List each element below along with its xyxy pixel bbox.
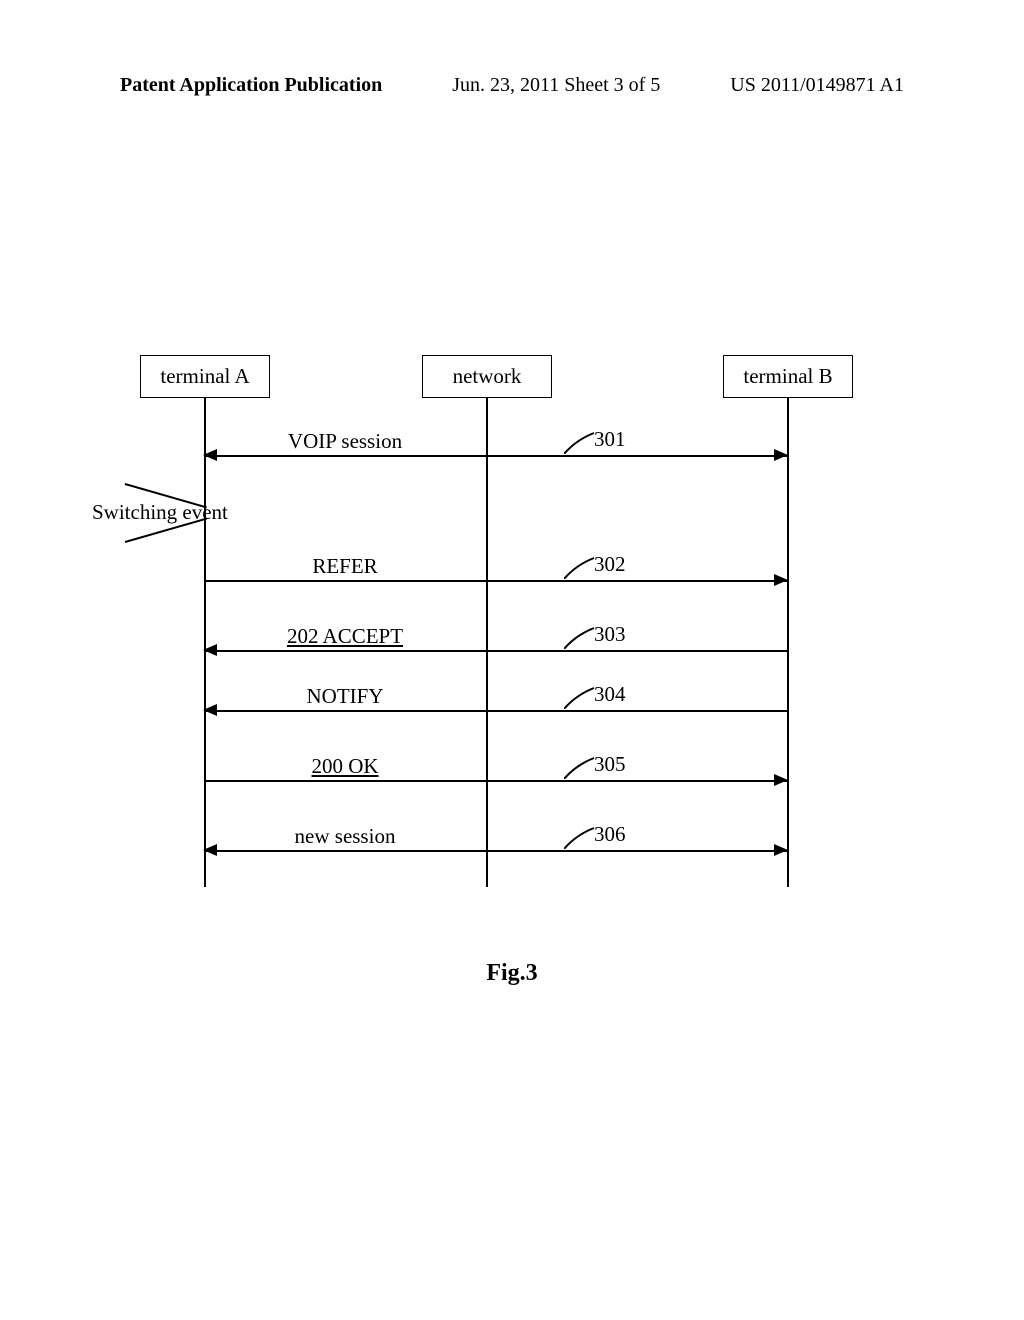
message-label-302: REFER xyxy=(204,554,486,579)
message-303: 202 ACCEPT303 xyxy=(204,650,787,652)
ref-leader-305 xyxy=(564,757,599,779)
message-305: 200 OK305 xyxy=(204,780,787,782)
page-header: Patent Application Publication Jun. 23, … xyxy=(0,74,1024,97)
ref-leader-301 xyxy=(564,432,599,454)
ref-leader-302 xyxy=(564,557,599,579)
lifeline-network xyxy=(486,397,488,887)
message-label-304: NOTIFY xyxy=(204,684,486,709)
message-label-305: 200 OK xyxy=(204,754,486,779)
message-302: REFER302 xyxy=(204,580,787,582)
arrow-right-icon xyxy=(774,449,788,461)
header-right: US 2011/0149871 A1 xyxy=(730,74,904,97)
entity-net-label: network xyxy=(453,364,522,388)
arrow-right-icon xyxy=(774,844,788,856)
entity-network: network xyxy=(422,355,552,398)
figure-label: Fig.3 xyxy=(0,960,1024,987)
message-label-301: VOIP session xyxy=(204,429,486,454)
switching-event-label: Switching event xyxy=(92,500,228,525)
arrow-left-icon xyxy=(203,449,217,461)
ref-leader-304 xyxy=(564,687,599,709)
ref-leader-303 xyxy=(564,627,599,649)
sequence-diagram: terminal A network terminal B Switching … xyxy=(140,355,890,915)
header-center: Jun. 23, 2011 Sheet 3 of 5 xyxy=(452,74,660,97)
message-304: NOTIFY304 xyxy=(204,710,787,712)
message-306: new session306 xyxy=(204,850,787,852)
entity-a-label: terminal A xyxy=(160,364,249,388)
message-label-303: 202 ACCEPT xyxy=(204,624,486,649)
ref-leader-306 xyxy=(564,827,599,849)
arrow-right-icon xyxy=(774,574,788,586)
entity-b-label: terminal B xyxy=(743,364,832,388)
message-301: VOIP session301 xyxy=(204,455,787,457)
header-left: Patent Application Publication xyxy=(120,74,382,97)
arrow-left-icon xyxy=(203,844,217,856)
entity-terminal-b: terminal B xyxy=(723,355,853,398)
arrow-right-icon xyxy=(774,774,788,786)
message-label-306: new session xyxy=(204,824,486,849)
arrow-left-icon xyxy=(203,644,217,656)
entity-terminal-a: terminal A xyxy=(140,355,270,398)
arrow-left-icon xyxy=(203,704,217,716)
lifeline-b xyxy=(787,397,789,887)
